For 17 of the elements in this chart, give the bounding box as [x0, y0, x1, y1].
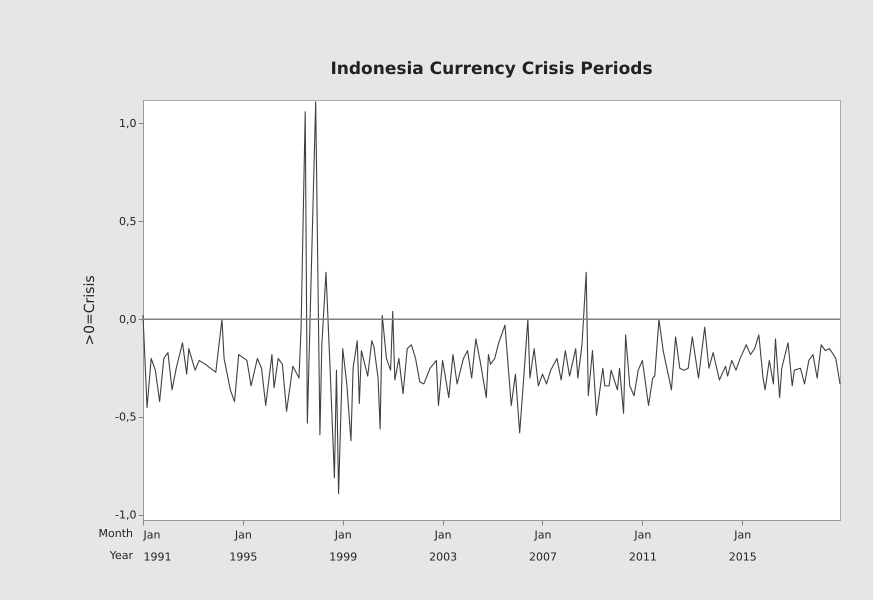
y-axis-title: >0=Crisis — [82, 275, 98, 346]
y-tick-label: 0,5 — [119, 214, 136, 228]
x-tick-label: Jan 2007 — [528, 528, 557, 564]
chart-title: Indonesia Currency Crisis Periods — [330, 59, 653, 79]
x-tick-label: Jan 2011 — [628, 528, 657, 564]
x-tick-label: Jan 1999 — [329, 528, 358, 564]
x-tick-label: Jan 2003 — [429, 528, 458, 564]
y-tick-label: -0,5 — [115, 410, 136, 424]
x-tick-label: Jan 1995 — [229, 528, 258, 564]
y-tick-label: 0,0 — [119, 312, 136, 326]
text: Year — [108, 549, 134, 562]
y-tick-label: 1,0 — [119, 116, 136, 130]
text: Month — [98, 527, 134, 540]
y-tick-label: -1,0 — [115, 508, 136, 522]
line-series — [142, 101, 841, 494]
x-tick-label: Jan 1991 — [142, 528, 172, 564]
x-tick-label: Jan 2015 — [728, 528, 757, 564]
